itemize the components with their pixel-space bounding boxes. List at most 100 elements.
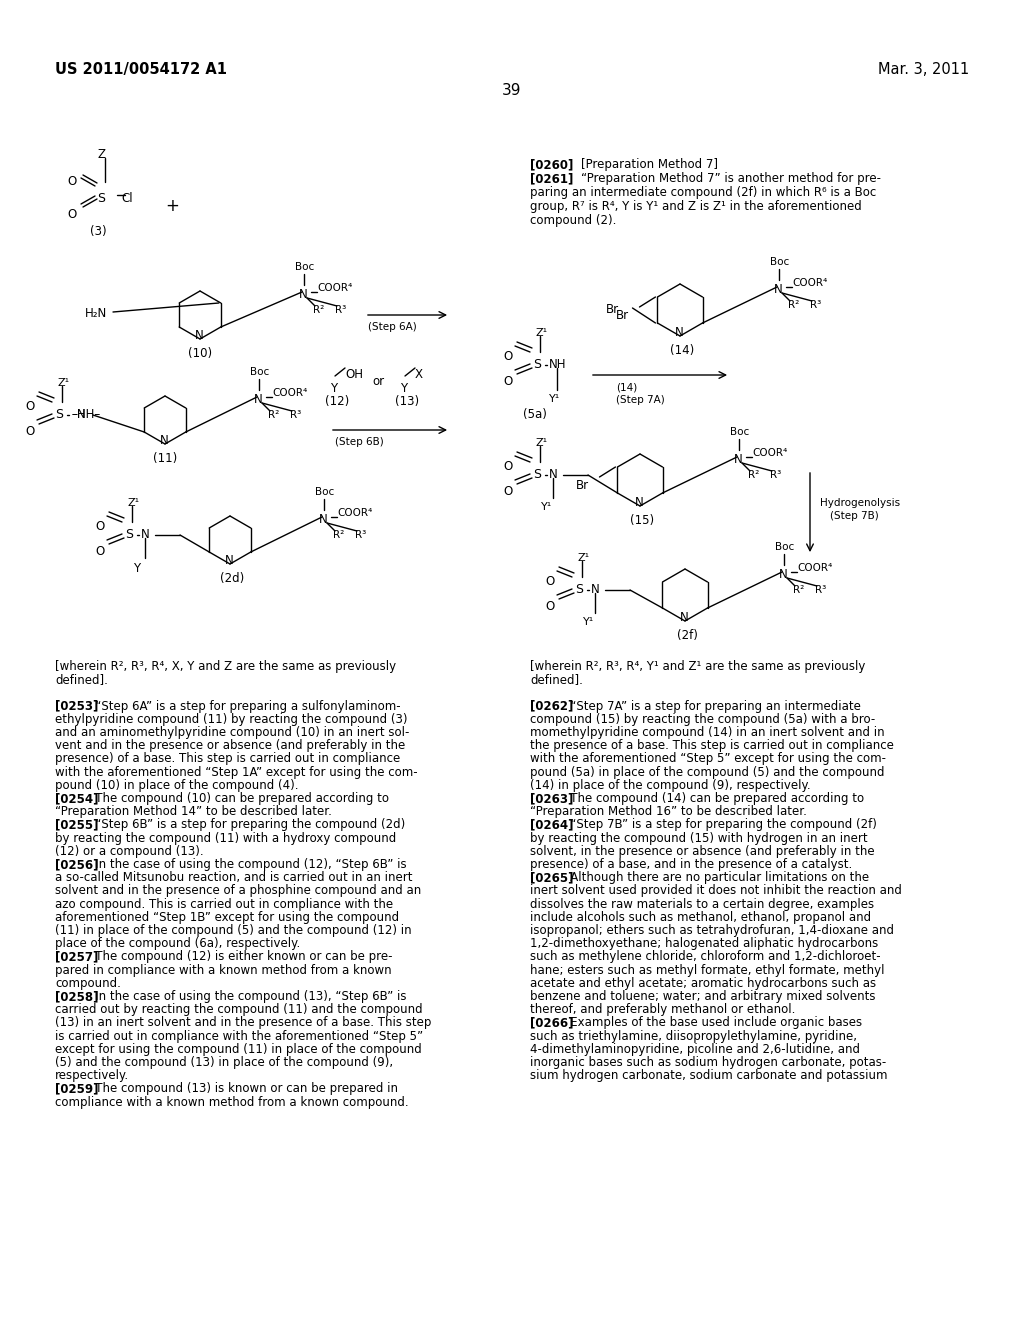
Text: Y: Y	[400, 381, 408, 395]
Text: (12) or a compound (13).: (12) or a compound (13).	[55, 845, 204, 858]
Text: inert solvent used provided it does not inhibit the reaction and: inert solvent used provided it does not …	[530, 884, 902, 898]
Text: compound (2).: compound (2).	[530, 214, 616, 227]
Text: OH: OH	[345, 368, 362, 381]
Text: [0253]: [0253]	[55, 700, 98, 713]
Text: N: N	[734, 453, 742, 466]
Text: include alcohols such as methanol, ethanol, propanol and: include alcohols such as methanol, ethan…	[530, 911, 871, 924]
Text: –NH–: –NH–	[71, 408, 100, 421]
Text: Z¹: Z¹	[127, 498, 139, 508]
Text: or: or	[372, 375, 384, 388]
Text: [0255]: [0255]	[55, 818, 98, 832]
Text: COOR⁴: COOR⁴	[317, 282, 352, 293]
Text: Br: Br	[615, 309, 629, 322]
Text: O: O	[503, 375, 512, 388]
Text: Y: Y	[133, 562, 140, 576]
Text: R³: R³	[770, 470, 781, 480]
Text: Although there are no particular limitations on the: Although there are no particular limitat…	[559, 871, 869, 884]
Text: R³: R³	[335, 305, 346, 315]
Text: (11): (11)	[153, 451, 177, 465]
Text: O: O	[67, 209, 76, 220]
Text: [0265]: [0265]	[530, 871, 573, 884]
Text: carried out by reacting the compound (11) and the compound: carried out by reacting the compound (11…	[55, 1003, 423, 1016]
Text: S: S	[534, 358, 541, 371]
Text: Boc: Boc	[730, 426, 750, 437]
Text: acetate and ethyl acetate; aromatic hydrocarbons such as: acetate and ethyl acetate; aromatic hydr…	[530, 977, 877, 990]
Text: “Preparation Method 14” to be described later.: “Preparation Method 14” to be described …	[55, 805, 332, 818]
Text: COOR⁴: COOR⁴	[797, 564, 833, 573]
Text: such as triethylamine, diisopropylethylamine, pyridine,: such as triethylamine, diisopropylethyla…	[530, 1030, 857, 1043]
Text: [0254]: [0254]	[55, 792, 98, 805]
Text: N: N	[195, 329, 204, 342]
Text: paring an intermediate compound (2f) in which R⁶ is a Boc: paring an intermediate compound (2f) in …	[530, 186, 877, 199]
Text: [wherein R², R³, R⁴, Y¹ and Z¹ are the same as previously: [wherein R², R³, R⁴, Y¹ and Z¹ are the s…	[530, 660, 865, 673]
Text: Y¹: Y¹	[549, 393, 560, 404]
Text: N: N	[319, 513, 328, 525]
Text: place of the compound (6a), respectively.: place of the compound (6a), respectively…	[55, 937, 300, 950]
Text: N: N	[680, 611, 689, 624]
Text: R³: R³	[290, 411, 301, 420]
Text: group, R⁷ is R⁴, Y is Y¹ and Z is Z¹ in the aforementioned: group, R⁷ is R⁴, Y is Y¹ and Z is Z¹ in …	[530, 201, 862, 213]
Text: S: S	[97, 191, 105, 205]
Text: 1,2-dimethoxyethane; halogenated aliphatic hydrocarbons: 1,2-dimethoxyethane; halogenated aliphat…	[530, 937, 879, 950]
Text: “Preparation Method 7” is another method for pre-: “Preparation Method 7” is another method…	[581, 172, 881, 185]
Text: (14): (14)	[670, 345, 694, 356]
Text: (14) in place of the compound (9), respectively.: (14) in place of the compound (9), respe…	[530, 779, 811, 792]
Text: pound (10) in place of the compound (4).: pound (10) in place of the compound (4).	[55, 779, 299, 792]
Text: O: O	[503, 484, 512, 498]
Text: isopropanol; ethers such as tetrahydrofuran, 1,4-dioxane and: isopropanol; ethers such as tetrahydrofu…	[530, 924, 894, 937]
Text: Boc: Boc	[315, 487, 334, 498]
Text: a so-called Mitsunobu reaction, and is carried out in an inert: a so-called Mitsunobu reaction, and is c…	[55, 871, 413, 884]
Text: Y¹: Y¹	[583, 616, 594, 627]
Text: O: O	[67, 176, 76, 187]
Text: N: N	[225, 554, 233, 568]
Text: 4-dimethylaminopyridine, picoline and 2,6-lutidine, and: 4-dimethylaminopyridine, picoline and 2,…	[530, 1043, 860, 1056]
Text: with the aforementioned “Step 5” except for using the com-: with the aforementioned “Step 5” except …	[530, 752, 886, 766]
Text: “Step 7B” is a step for preparing the compound (2f): “Step 7B” is a step for preparing the co…	[559, 818, 877, 832]
Text: –H: –H	[71, 408, 86, 421]
Text: R³: R³	[810, 300, 821, 310]
Text: and an aminomethylpyridine compound (10) in an inert sol-: and an aminomethylpyridine compound (10)…	[55, 726, 410, 739]
Text: (15): (15)	[630, 513, 654, 527]
Text: X: X	[415, 368, 423, 381]
Text: solvent and in the presence of a phosphine compound and an: solvent and in the presence of a phosphi…	[55, 884, 421, 898]
Text: N: N	[591, 583, 600, 597]
Text: R²: R²	[268, 411, 280, 420]
Text: O: O	[95, 520, 104, 533]
Text: N: N	[635, 496, 644, 510]
Text: Y: Y	[330, 381, 337, 395]
Text: Z¹: Z¹	[57, 378, 70, 388]
Text: [0257]: [0257]	[55, 950, 98, 964]
Text: is carried out in compliance with the aforementioned “Step 5”: is carried out in compliance with the af…	[55, 1030, 423, 1043]
Text: momethylpyridine compound (14) in an inert solvent and in: momethylpyridine compound (14) in an ine…	[530, 726, 885, 739]
Text: aforementioned “Step 1B” except for using the compound: aforementioned “Step 1B” except for usin…	[55, 911, 399, 924]
Text: Boc: Boc	[295, 261, 314, 272]
Text: compliance with a known method from a known compound.: compliance with a known method from a kn…	[55, 1096, 409, 1109]
Text: (12): (12)	[325, 395, 349, 408]
Text: with the aforementioned “Step 1A” except for using the com-: with the aforementioned “Step 1A” except…	[55, 766, 418, 779]
Text: COOR⁴: COOR⁴	[792, 279, 827, 288]
Text: US 2011/0054172 A1: US 2011/0054172 A1	[55, 62, 227, 77]
Text: (Step 7A): (Step 7A)	[616, 395, 665, 405]
Text: [wherein R², R³, R⁴, X, Y and Z are the same as previously: [wherein R², R³, R⁴, X, Y and Z are the …	[55, 660, 396, 673]
Text: “Step 6B” is a step for preparing the compound (2d): “Step 6B” is a step for preparing the co…	[84, 818, 406, 832]
Text: (Step 7B): (Step 7B)	[830, 511, 879, 521]
Text: Examples of the base used include organic bases: Examples of the base used include organi…	[559, 1016, 862, 1030]
Text: N: N	[675, 326, 684, 339]
Text: “Step 6A” is a step for preparing a sulfonylaminom-: “Step 6A” is a step for preparing a sulf…	[84, 700, 400, 713]
Text: S: S	[575, 583, 583, 597]
Text: Mar. 3, 2011: Mar. 3, 2011	[878, 62, 969, 77]
Text: hane; esters such as methyl formate, ethyl formate, methyl: hane; esters such as methyl formate, eth…	[530, 964, 885, 977]
Text: Z¹: Z¹	[535, 438, 547, 447]
Text: (13) in an inert solvent and in the presence of a base. This step: (13) in an inert solvent and in the pres…	[55, 1016, 431, 1030]
Text: R²: R²	[793, 585, 804, 595]
Text: ethylpyridine compound (11) by reacting the compound (3): ethylpyridine compound (11) by reacting …	[55, 713, 408, 726]
Text: COOR⁴: COOR⁴	[272, 388, 307, 399]
Text: pound (5a) in place of the compound (5) and the compound: pound (5a) in place of the compound (5) …	[530, 766, 885, 779]
Text: [Preparation Method 7]: [Preparation Method 7]	[581, 158, 718, 172]
Text: (13): (13)	[395, 395, 419, 408]
Text: by reacting the compound (15) with hydrogen in an inert: by reacting the compound (15) with hydro…	[530, 832, 867, 845]
Text: [0262]: [0262]	[530, 700, 573, 713]
Text: 39: 39	[502, 83, 522, 98]
Text: +: +	[165, 197, 179, 215]
Text: (14): (14)	[616, 381, 637, 392]
